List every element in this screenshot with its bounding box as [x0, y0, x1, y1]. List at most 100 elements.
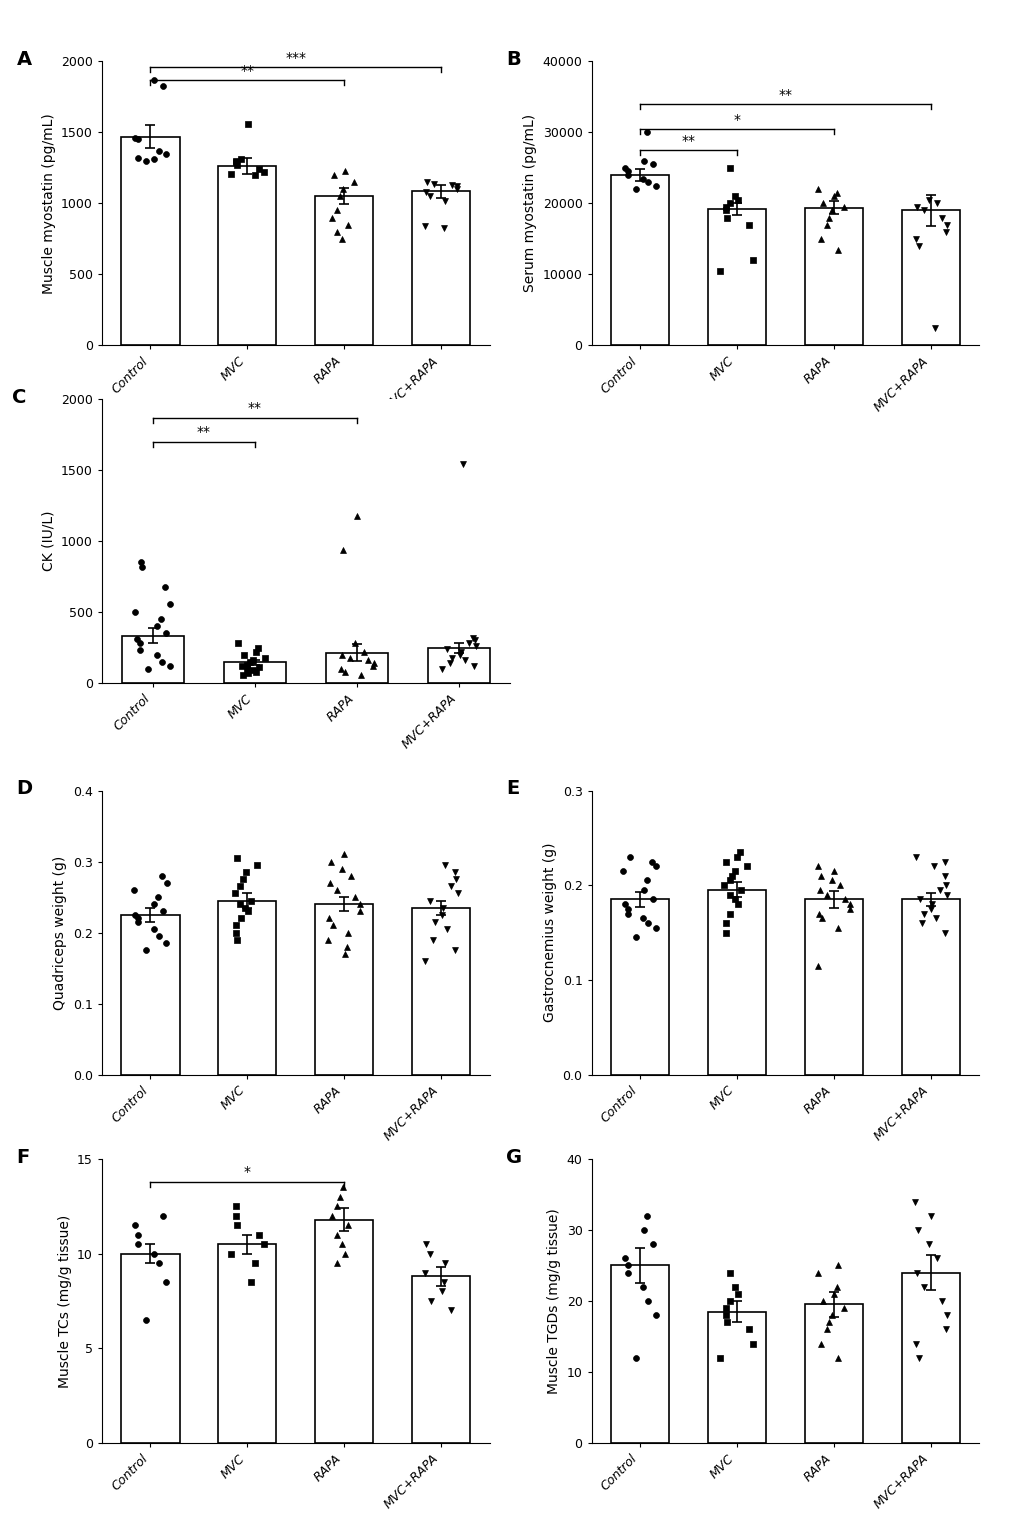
Point	[620, 160, 636, 184]
Bar	[412, 907, 470, 1074]
Point	[130, 1222, 147, 1246]
Point	[936, 849, 953, 873]
Point	[328, 198, 344, 223]
Bar	[315, 196, 373, 345]
Point	[436, 853, 452, 878]
Point	[824, 858, 841, 883]
Bar	[315, 1219, 373, 1443]
Point	[935, 863, 952, 887]
Point	[457, 648, 473, 672]
Point	[228, 149, 245, 173]
Point	[814, 1289, 830, 1314]
Point	[635, 1217, 651, 1242]
Point	[436, 1269, 452, 1294]
Point	[639, 1289, 655, 1314]
Point	[726, 184, 742, 209]
Point	[228, 919, 245, 944]
Point	[418, 1231, 434, 1256]
Point	[451, 642, 468, 666]
Point	[907, 227, 923, 252]
Point	[433, 1279, 449, 1303]
Text: E: E	[505, 780, 519, 798]
Point	[329, 1251, 345, 1276]
Point	[907, 844, 923, 869]
Point	[229, 927, 246, 952]
Bar	[804, 207, 862, 345]
Point	[353, 662, 369, 686]
Point	[332, 657, 348, 682]
Bar	[315, 904, 373, 1074]
Point	[250, 635, 266, 660]
Point	[245, 648, 261, 672]
Point	[620, 901, 636, 926]
Point	[644, 887, 660, 912]
Bar	[901, 900, 959, 1074]
Point	[639, 1203, 655, 1228]
Point	[729, 892, 745, 916]
Point	[919, 187, 935, 212]
Text: *: *	[244, 1165, 251, 1179]
Point	[828, 1345, 845, 1369]
Point	[135, 554, 151, 579]
Point	[910, 1345, 926, 1369]
Point	[333, 857, 350, 881]
Point	[928, 1246, 945, 1271]
Point	[433, 657, 449, 682]
Point	[228, 913, 245, 938]
Point	[814, 190, 830, 215]
Point	[336, 1242, 353, 1266]
Point	[366, 651, 382, 675]
Point	[352, 900, 368, 924]
Point	[454, 453, 471, 477]
Point	[825, 1282, 842, 1306]
Point	[919, 1231, 935, 1256]
Point	[154, 863, 170, 887]
Point	[239, 112, 256, 137]
Point	[146, 1242, 162, 1266]
Point	[615, 155, 632, 180]
Point	[331, 1185, 347, 1210]
Point	[740, 212, 756, 236]
Point	[127, 600, 144, 625]
Bar	[707, 209, 765, 345]
Point	[717, 1303, 734, 1328]
Point	[133, 550, 150, 574]
Point	[468, 634, 484, 659]
Point	[729, 1282, 745, 1306]
Point	[132, 631, 149, 655]
Point	[715, 873, 732, 898]
Point	[732, 878, 748, 903]
Point	[937, 220, 954, 244]
Y-axis label: Quadriceps weight (g): Quadriceps weight (g)	[53, 855, 67, 1010]
Point	[817, 212, 834, 236]
Point	[828, 238, 845, 262]
Point	[639, 869, 655, 893]
Point	[323, 849, 339, 873]
Point	[932, 1289, 949, 1314]
Point	[908, 195, 924, 220]
Y-axis label: Muscle TGDs (mg/g tissue): Muscle TGDs (mg/g tissue)	[546, 1208, 560, 1394]
Point	[448, 177, 465, 201]
Point	[146, 892, 162, 916]
Point	[422, 889, 438, 913]
Point	[421, 184, 437, 209]
Bar	[610, 175, 668, 345]
Point	[639, 910, 655, 935]
Point	[809, 177, 825, 201]
Point	[233, 654, 250, 678]
Point	[721, 190, 738, 215]
Point	[346, 631, 363, 655]
Point	[228, 846, 245, 870]
Point	[835, 1296, 851, 1320]
Point	[913, 910, 929, 935]
Point	[132, 639, 149, 663]
Point	[717, 849, 734, 873]
Point	[828, 915, 845, 939]
Point	[466, 654, 482, 678]
Point	[426, 172, 442, 196]
Bar	[804, 900, 862, 1074]
Bar	[121, 1254, 179, 1443]
Point	[232, 906, 249, 930]
Point	[417, 949, 433, 973]
Point	[157, 574, 173, 599]
